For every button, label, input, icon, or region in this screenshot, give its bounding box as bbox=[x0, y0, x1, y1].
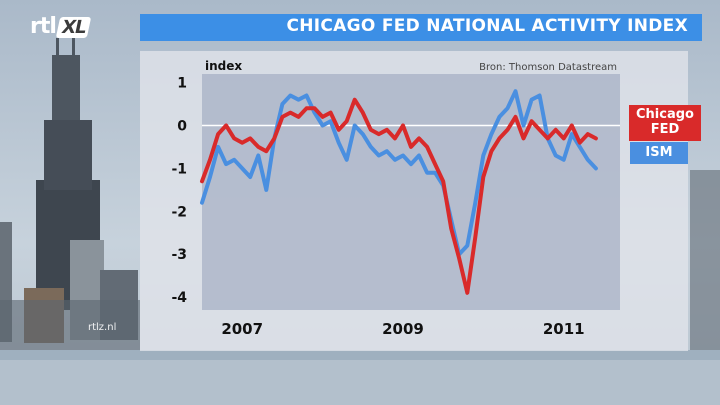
title-bar: CHICAGO FED NATIONAL ACTIVITY INDEX bbox=[140, 14, 702, 41]
y-tick-label: -3 bbox=[171, 247, 187, 263]
legend-chicago-fed-line1: Chicago bbox=[636, 107, 694, 122]
x-tick-label: 2011 bbox=[543, 320, 585, 338]
y-tick-label: 1 bbox=[177, 76, 187, 92]
watermark: rtlz.nl bbox=[88, 322, 117, 333]
y-tick-label: -2 bbox=[171, 204, 187, 220]
x-tick-label: 2007 bbox=[221, 320, 263, 338]
y-axis-label: index bbox=[205, 59, 242, 73]
series-line-chicago-fed bbox=[200, 97, 598, 295]
y-tick-label: -4 bbox=[171, 290, 187, 306]
y-tick-label: -1 bbox=[171, 161, 187, 177]
logo-text: rtl bbox=[30, 14, 57, 39]
legend-chicago-fed-line2: FED bbox=[650, 122, 680, 137]
plot-area bbox=[202, 74, 620, 310]
chart-title: CHICAGO FED NATIONAL ACTIVITY INDEX bbox=[286, 16, 688, 36]
legend-ism-label: ISM bbox=[645, 145, 673, 160]
y-tick-label: 0 bbox=[177, 118, 187, 134]
x-tick-label: 2009 bbox=[382, 320, 424, 338]
source-label: Bron: Thomson Datastream bbox=[479, 62, 617, 73]
legend-chicago-fed: Chicago FED bbox=[629, 105, 701, 141]
series-line-ism bbox=[200, 89, 598, 257]
rtl-xl-logo: rtl XL bbox=[30, 14, 92, 39]
legend-ism: ISM bbox=[630, 142, 688, 164]
